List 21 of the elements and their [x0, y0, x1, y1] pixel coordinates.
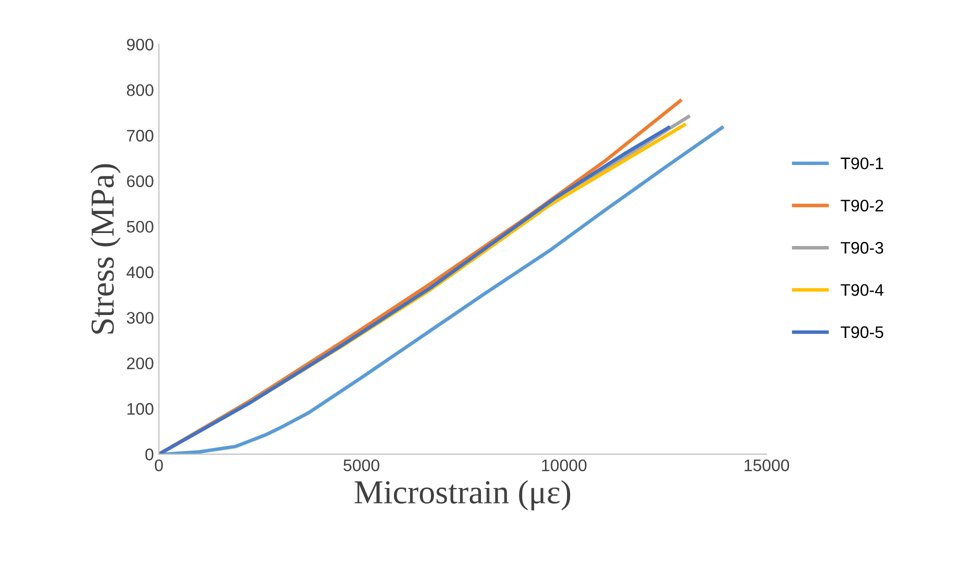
x-tick-label: 15000: [744, 459, 790, 472]
y-tick-label: 100: [127, 403, 154, 415]
legend-label: T90-2: [840, 200, 884, 212]
y-tick-label: 600: [127, 175, 154, 188]
x-tick-label: 5000: [344, 459, 380, 472]
y-tick-label: 500: [126, 220, 154, 233]
y-tick-label: 700: [127, 130, 154, 142]
x-tick-label: 0: [154, 459, 163, 472]
y-tick-label: 200: [127, 357, 154, 370]
x-axis-title: Microstrain (με): [354, 480, 570, 510]
legend-label: T90-3: [840, 242, 884, 254]
y-tick-label: 900: [126, 38, 154, 51]
y-tick-label: 400: [126, 266, 154, 278]
y-tick-label: 0: [145, 448, 154, 460]
x-tick-label: 10000: [542, 459, 587, 472]
y-tick-label: 300: [126, 312, 154, 324]
legend-label: T90-5: [840, 326, 884, 338]
y-tick-label: 800: [126, 84, 154, 96]
legend-label: T90-4: [840, 284, 884, 296]
legend-label: T90-1: [840, 158, 884, 170]
y-axis-title: Stress (MPa): [90, 164, 121, 334]
